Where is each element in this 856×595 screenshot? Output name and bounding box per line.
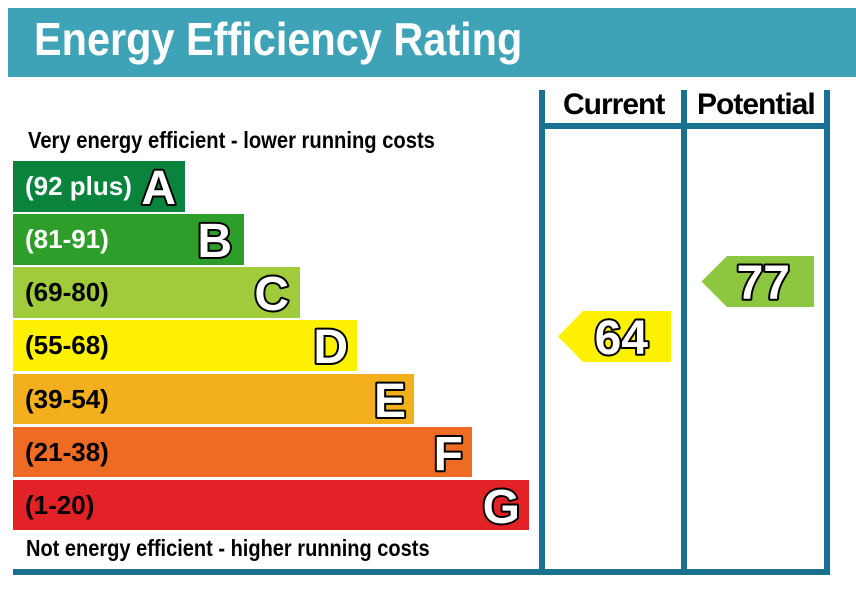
svg-text:E: E: [374, 375, 406, 428]
svg-text:B: B: [197, 215, 232, 268]
svg-text:77: 77: [737, 257, 790, 310]
svg-text:C: C: [254, 268, 289, 321]
svg-text:G: G: [483, 481, 520, 534]
svg-text:A: A: [141, 162, 176, 215]
svg-text:64: 64: [595, 312, 649, 365]
svg-text:F: F: [434, 428, 463, 481]
svg-text:D: D: [313, 321, 348, 374]
